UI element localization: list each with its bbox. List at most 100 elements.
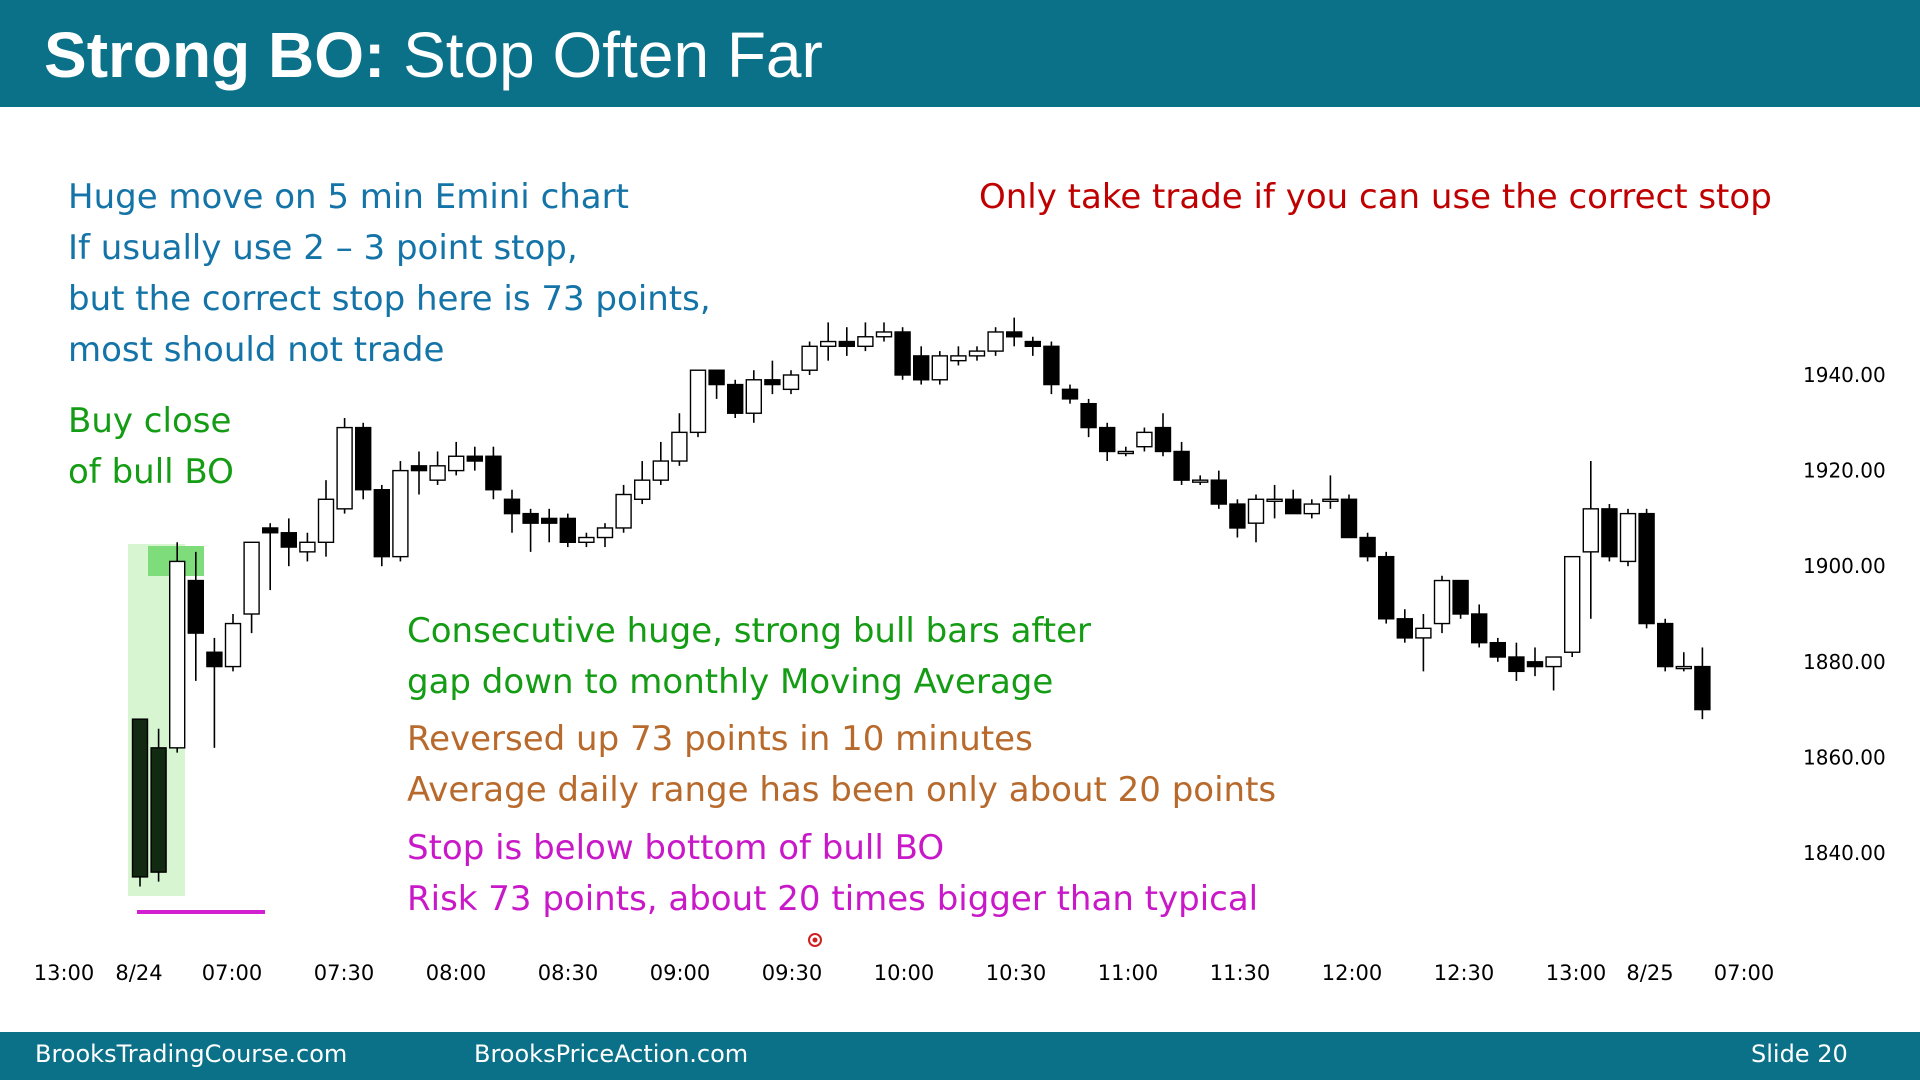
- candle: [299, 532, 316, 562]
- x-tick-label: 13:00: [34, 961, 95, 985]
- candle: [1061, 384, 1079, 404]
- candle: [671, 413, 688, 466]
- y-tick-label: 1860.00: [1803, 745, 1886, 769]
- footer-site-priceaction: BrooksPriceAction.com: [474, 1040, 749, 1068]
- bull-candle-body: [578, 536, 595, 544]
- bull-candle-body: [1675, 665, 1693, 670]
- candle: [336, 418, 353, 514]
- bear-candle-body: [522, 512, 539, 524]
- candle: [392, 461, 409, 562]
- x-tick-label: 08:00: [426, 961, 487, 985]
- x-tick-label: 07:00: [202, 961, 263, 985]
- slide-title: Strong BO: Stop Often Far: [44, 18, 823, 92]
- note-consecutive: Consecutive huge, strong bull bars after…: [407, 606, 1091, 708]
- bull-candle-body: [1303, 503, 1321, 515]
- bear-candle-body: [503, 498, 521, 515]
- x-tick-label: 08:30: [538, 961, 599, 985]
- bear-candle-body: [410, 465, 428, 472]
- bull-candle-body: [1563, 555, 1581, 653]
- bear-candle-body: [1638, 512, 1655, 625]
- cursor-dot: [812, 937, 818, 943]
- x-tick-label: 11:00: [1098, 961, 1159, 985]
- bear-candle-body: [894, 331, 911, 376]
- candle: [168, 542, 186, 753]
- bull-candle-body: [689, 369, 707, 434]
- bear-candle-body: [1526, 661, 1544, 668]
- bear-candle-body: [187, 579, 205, 634]
- note-correct-stop: Only take trade if you can use the corre…: [979, 172, 1772, 223]
- candle: [782, 370, 800, 395]
- bull-candle-body: [1322, 498, 1339, 502]
- candle: [1006, 317, 1023, 347]
- bear-candle-body: [1359, 536, 1376, 558]
- bear-candle-body: [466, 455, 483, 462]
- bear-candle-body: [1229, 503, 1246, 529]
- candle: [1582, 461, 1600, 619]
- bull-candle-body: [820, 340, 837, 348]
- note-line: Buy close: [68, 401, 232, 441]
- bear-candle-body: [1098, 426, 1116, 453]
- note-line: Risk 73 points, about 20 times bigger th…: [407, 879, 1259, 919]
- candle: [485, 446, 502, 500]
- bear-candle-body: [150, 747, 167, 873]
- candle: [1656, 618, 1674, 672]
- x-tick-label: 13:00: [1546, 961, 1607, 985]
- bear-candle-body: [913, 355, 930, 381]
- note-line: Huge move on 5 min Emini chart: [68, 177, 629, 217]
- candle: [1098, 422, 1116, 462]
- candle: [987, 327, 1004, 356]
- bull-candle-body: [615, 493, 632, 529]
- candle: [596, 523, 614, 548]
- bull-candle-body: [1191, 479, 1209, 483]
- cursor-marker: [808, 933, 822, 947]
- bull-candle-body: [243, 541, 260, 615]
- bear-candle-body: [1396, 618, 1414, 639]
- candle: [262, 523, 279, 591]
- candle: [1359, 532, 1376, 562]
- note-buy-close: Buy close of bull BO: [68, 396, 234, 498]
- bull-candle-body: [931, 355, 948, 381]
- bull-candle-body: [596, 527, 614, 539]
- bear-candle-body: [485, 455, 502, 491]
- bear-candle-body: [262, 527, 279, 534]
- footer-bar: [0, 1032, 1920, 1080]
- note-line: Consecutive huge, strong bull bars after: [407, 611, 1092, 651]
- bull-candle-body: [1415, 627, 1432, 639]
- candle: [1563, 555, 1581, 658]
- bear-candle-body: [1694, 665, 1711, 711]
- bear-candle-body: [541, 517, 558, 524]
- candle: [187, 551, 205, 681]
- footer-site-course: BrooksTradingCourse.com: [35, 1040, 348, 1068]
- candle: [1284, 489, 1302, 515]
- bull-candle-body: [1247, 498, 1265, 524]
- candle: [1526, 647, 1544, 677]
- candle: [838, 327, 855, 356]
- bull-candle-body: [429, 465, 446, 481]
- bear-candle-body: [1061, 388, 1079, 400]
- candle: [1470, 604, 1488, 648]
- candle: [1452, 579, 1469, 619]
- candle: [503, 489, 521, 533]
- bear-candle-body: [131, 718, 149, 878]
- bear-candle-body: [280, 532, 297, 548]
- bull-candle-body: [299, 541, 316, 553]
- bull-candle-body: [987, 331, 1004, 352]
- note-line: most should not trade: [68, 330, 445, 370]
- candle: [801, 341, 818, 375]
- bull-candle-body: [1117, 450, 1135, 455]
- candle: [1694, 647, 1711, 720]
- bull-candle-body: [857, 336, 874, 348]
- candle: [727, 379, 744, 419]
- bull-candle-body: [1582, 508, 1600, 553]
- bull-candle-body: [801, 345, 818, 371]
- note-reversed: Reversed up 73 points in 10 minutes Aver…: [407, 714, 1276, 816]
- candle: [820, 322, 837, 361]
- note-stop: Stop is below bottom of bull BO Risk 73 …: [407, 823, 1258, 925]
- bull-candle-body: [968, 350, 986, 357]
- candle: [1638, 508, 1655, 629]
- candle: [448, 441, 465, 476]
- candle: [1489, 637, 1507, 662]
- candle: [243, 541, 260, 634]
- y-tick-label: 1900.00: [1803, 554, 1886, 578]
- bear-candle-body: [708, 369, 725, 386]
